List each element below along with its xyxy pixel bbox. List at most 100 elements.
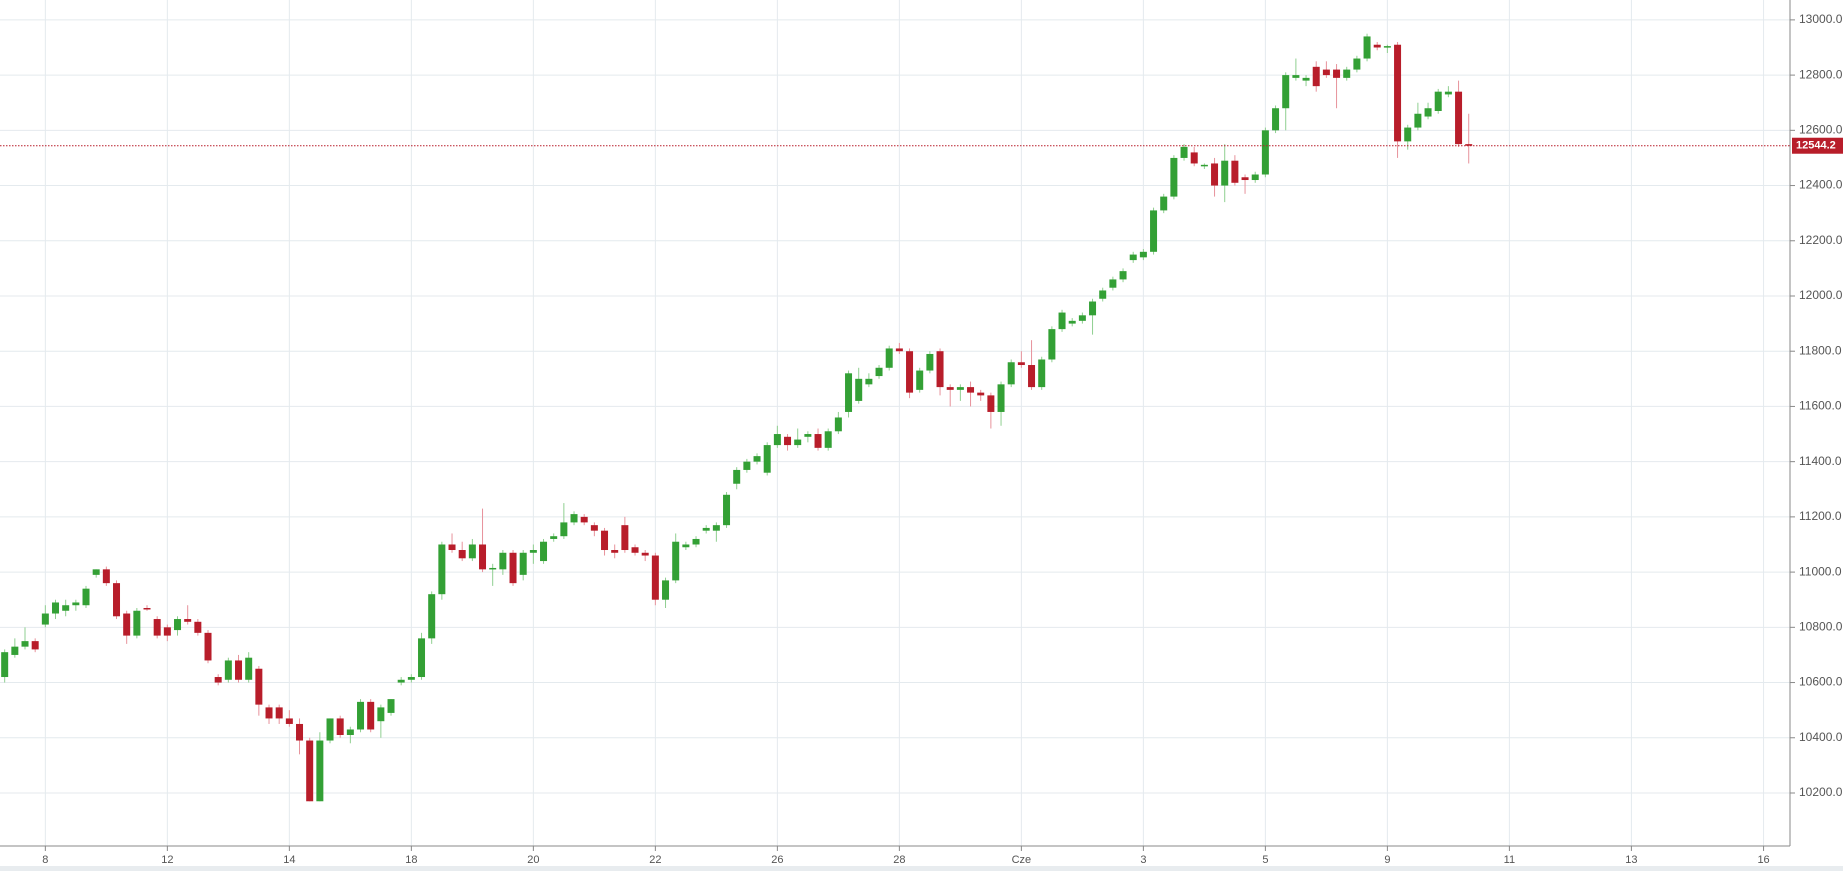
y-tick-label: 10200.0 xyxy=(1799,785,1843,799)
candle-body xyxy=(296,723,304,741)
candle-body xyxy=(641,552,649,556)
candle-body xyxy=(601,530,609,551)
candle-body xyxy=(1099,290,1107,299)
candle-body xyxy=(875,367,883,377)
candle-body xyxy=(31,641,39,650)
candle-body xyxy=(936,351,944,388)
y-tick-label: 10600.0 xyxy=(1799,675,1843,689)
candle-body xyxy=(174,619,182,631)
candle-body xyxy=(82,588,90,606)
candle-body xyxy=(1414,113,1422,128)
candle-body xyxy=(1343,69,1351,78)
candle-body xyxy=(448,544,456,551)
candle-body xyxy=(865,378,873,385)
candle-body xyxy=(153,619,161,636)
candle-body xyxy=(1109,279,1117,288)
candle-body xyxy=(550,536,558,539)
y-tick-label: 10400.0 xyxy=(1799,730,1843,744)
candle-body xyxy=(682,544,690,548)
x-tick-label: 3 xyxy=(1140,854,1146,866)
candle-body xyxy=(245,657,253,680)
candle-body xyxy=(1424,108,1432,117)
x-tick-label: 16 xyxy=(1757,854,1769,866)
x-tick-label: 26 xyxy=(771,854,783,866)
candle-body xyxy=(560,522,568,537)
candle-body xyxy=(468,544,476,559)
y-tick-label: 12400.0 xyxy=(1799,178,1843,192)
candle-body xyxy=(946,387,954,390)
candle-body xyxy=(1292,75,1300,78)
x-tick-label: 9 xyxy=(1384,854,1390,866)
candle-body xyxy=(529,550,537,553)
candle-body xyxy=(1353,58,1361,70)
candle-body xyxy=(1089,301,1097,316)
candle-body xyxy=(1028,365,1036,388)
candle-body xyxy=(631,547,639,553)
candle-body xyxy=(712,525,720,531)
candle-body xyxy=(916,370,924,390)
candle-body xyxy=(285,718,293,724)
candle-body xyxy=(41,613,49,625)
candle-body xyxy=(1150,210,1158,252)
candle-body xyxy=(123,613,131,636)
candle-body xyxy=(1251,174,1259,181)
candle-body xyxy=(1272,108,1280,131)
candle-body xyxy=(1261,130,1269,175)
candle-body xyxy=(499,552,507,570)
candle-body xyxy=(1383,46,1391,48)
x-tick-label: 11 xyxy=(1504,854,1515,866)
x-tick-label: 14 xyxy=(283,854,295,866)
candle-body xyxy=(977,392,985,396)
x-tick-label: 5 xyxy=(1262,854,1268,866)
candle-body xyxy=(1282,75,1290,109)
candle-body xyxy=(723,494,731,526)
candle-body xyxy=(662,580,670,600)
candle-body xyxy=(489,567,497,570)
y-tick-label: 12800.0 xyxy=(1799,67,1843,81)
candle-body xyxy=(184,619,192,622)
candle-body xyxy=(367,701,375,730)
y-tick-label: 11200.0 xyxy=(1799,509,1842,523)
candle-body xyxy=(1322,69,1330,76)
candle-body xyxy=(570,514,578,523)
candle-body xyxy=(72,602,80,606)
candle-body xyxy=(509,552,517,584)
candle-body xyxy=(1312,66,1320,87)
x-tick-label: 22 xyxy=(649,854,661,866)
candle-body xyxy=(194,621,202,633)
y-tick-label: 12000.0 xyxy=(1799,288,1843,302)
candle-body xyxy=(692,538,700,545)
candle-body xyxy=(265,707,273,719)
candle-body xyxy=(407,677,415,680)
candle-body xyxy=(773,434,781,446)
candle-body xyxy=(214,677,222,683)
candle-body xyxy=(895,348,903,352)
candle-body xyxy=(255,668,263,705)
candle-body xyxy=(1078,315,1086,321)
candle-body xyxy=(1007,362,1015,385)
candle-body xyxy=(1058,312,1066,330)
candle-body xyxy=(11,646,19,655)
candle-body xyxy=(357,701,365,730)
candle-body xyxy=(855,378,863,401)
candle-body xyxy=(346,729,354,736)
candle-body xyxy=(52,602,60,614)
bottom-strip xyxy=(0,866,1843,871)
x-tick-label: Cze xyxy=(1012,854,1032,866)
y-tick-label: 11000.0 xyxy=(1799,564,1842,578)
candle-body xyxy=(1,652,9,678)
candle-body xyxy=(926,353,934,371)
candle-body xyxy=(387,699,395,713)
candle-body xyxy=(306,740,314,802)
candle-body xyxy=(1139,251,1147,258)
candle-body xyxy=(906,351,914,393)
last-price-label: 12544.2 xyxy=(1796,140,1836,152)
candle-body xyxy=(316,740,324,802)
candle-body xyxy=(824,431,832,448)
candle-body xyxy=(102,569,110,584)
y-tick-label: 10800.0 xyxy=(1799,619,1843,633)
candle-body xyxy=(235,660,243,680)
candle-body xyxy=(956,387,964,390)
candle-body xyxy=(397,679,405,683)
